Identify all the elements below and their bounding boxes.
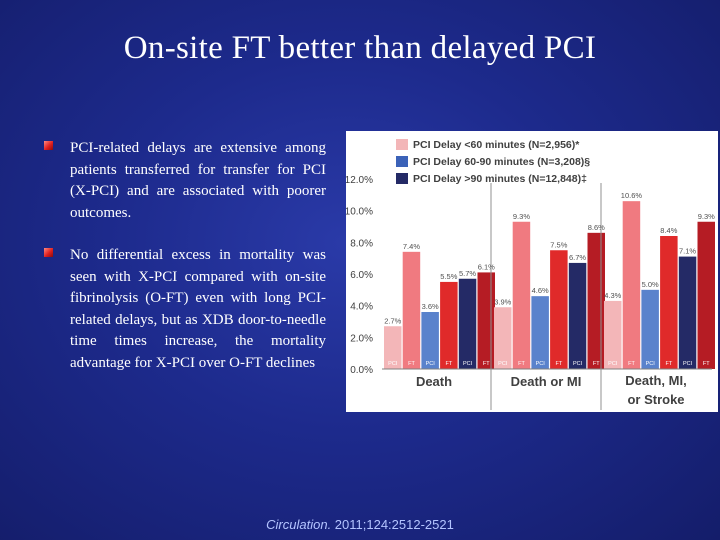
legend-swatch [396, 156, 408, 167]
bar [641, 289, 659, 369]
citation-details: 2011;124:2512-2521 [331, 517, 454, 532]
y-tick-label: 0.0% [350, 365, 373, 376]
bar-value-label: 3.9% [494, 297, 511, 306]
bar-category-label: PCI [646, 361, 656, 367]
bar [587, 232, 605, 369]
y-tick-label: 8.0% [350, 238, 373, 249]
bar-category-label: PCI [498, 361, 508, 367]
bar-category-label: FT [555, 361, 562, 367]
legend-entry: PCI Delay <60 minutes (N=2,956)* [396, 136, 590, 153]
legend-swatch [396, 173, 408, 184]
chart-legend: PCI Delay <60 minutes (N=2,956)* PCI Del… [396, 136, 590, 187]
bar-category-label: PCI [683, 361, 693, 367]
bar [678, 256, 697, 369]
y-tick-label: 12.0% [346, 175, 373, 186]
bar [531, 296, 549, 369]
chart-image: 0.0% 2.0% 4.0% 6.0% 8.0% 10.0% 12.0% 2.7% PCI 7.4… [346, 131, 718, 412]
bar-value-label: 3.6% [422, 302, 439, 311]
y-tick-label: 6.0% [350, 270, 373, 281]
group-label: Death or MI [511, 374, 582, 389]
legend-label: PCI Delay 60-90 minutes (N=3,208)§ [413, 155, 591, 168]
bar [660, 236, 678, 369]
bar-value-label: 9.3% [513, 212, 530, 221]
bullet-marker-icon [44, 141, 53, 150]
bar [421, 312, 439, 369]
bar-category-label: PCI [426, 361, 436, 367]
bar-chart: 0.0% 2.0% 4.0% 6.0% 8.0% 10.0% 12.0% 2.7% PCI 7.4… [346, 175, 715, 410]
bar-value-label: 9.3% [698, 212, 715, 221]
bar-value-label: 6.7% [569, 253, 586, 262]
bar [697, 221, 715, 369]
bullet-item: No differential excess in mortality was … [42, 245, 326, 374]
bar-category-label: PCI [463, 361, 473, 367]
bar-value-label: 5.0% [642, 280, 659, 289]
bar [512, 221, 531, 369]
bar-value-label: 7.1% [679, 247, 696, 256]
bullet-item: PCI-related delays are extensive among p… [42, 138, 326, 224]
y-tick-label: 10.0% [346, 207, 373, 218]
bar-value-label: 7.4% [403, 242, 420, 251]
bar [568, 262, 587, 369]
bar-category-label: FT [483, 361, 490, 367]
bar-category-label: PCI [608, 361, 618, 367]
bar [550, 250, 568, 369]
bar [458, 278, 477, 369]
bar-category-label: FT [703, 361, 710, 367]
bar-value-label: 6.1% [478, 262, 495, 271]
citation-journal: Circulation. [266, 517, 332, 532]
bar [402, 251, 421, 369]
bar-category-label: FT [518, 361, 525, 367]
bar-category-label: FT [665, 361, 672, 367]
legend-entry: PCI Delay >90 minutes (N=12,848)‡ [396, 170, 590, 187]
bar-value-label: 8.6% [588, 223, 605, 232]
bullet-text: PCI-related delays are extensive among p… [70, 140, 326, 221]
bar-category-label: FT [408, 361, 415, 367]
bar-value-label: 4.6% [532, 286, 549, 295]
bar-category-label: FT [628, 361, 635, 367]
bar-category-label: PCI [573, 361, 583, 367]
bar-value-label: 10.6% [621, 191, 643, 200]
y-tick-label: 4.0% [350, 302, 373, 313]
bar-value-label: 7.5% [550, 240, 567, 249]
bullet-list: PCI-related delays are extensive among p… [42, 138, 326, 374]
bar [384, 326, 402, 369]
bar-value-label: 4.3% [604, 291, 621, 300]
bar [477, 272, 495, 369]
bar-category-label: PCI [536, 361, 546, 367]
legend-label: PCI Delay <60 minutes (N=2,956)* [413, 138, 580, 151]
bar-value-label: 8.4% [660, 226, 677, 235]
legend-swatch [396, 139, 408, 150]
group-label: Death, MI, or Stroke [625, 373, 686, 407]
bullet-marker-icon [44, 248, 53, 257]
bar-category-label: FT [593, 361, 600, 367]
bar-category-label: FT [445, 361, 452, 367]
bar [494, 307, 512, 369]
legend-label: PCI Delay >90 minutes (N=12,848)‡ [413, 172, 587, 185]
slide-title: On-site FT better than delayed PCI [123, 30, 597, 66]
bar-value-label: 5.7% [459, 269, 476, 278]
group-label: Death [416, 374, 452, 389]
bar-value-label: 5.5% [440, 272, 457, 281]
legend-entry: PCI Delay 60-90 minutes (N=3,208)§ [396, 153, 590, 170]
bullet-text: No differential excess in mortality was … [70, 247, 326, 371]
citation: Circulation. 2011;124:2512-2521 [0, 517, 720, 532]
y-tick-label: 2.0% [350, 333, 373, 344]
bar [622, 201, 641, 369]
bar [440, 281, 458, 369]
bar [604, 300, 622, 369]
bar-category-label: PCI [388, 361, 398, 367]
bar-value-label: 2.7% [384, 316, 401, 325]
